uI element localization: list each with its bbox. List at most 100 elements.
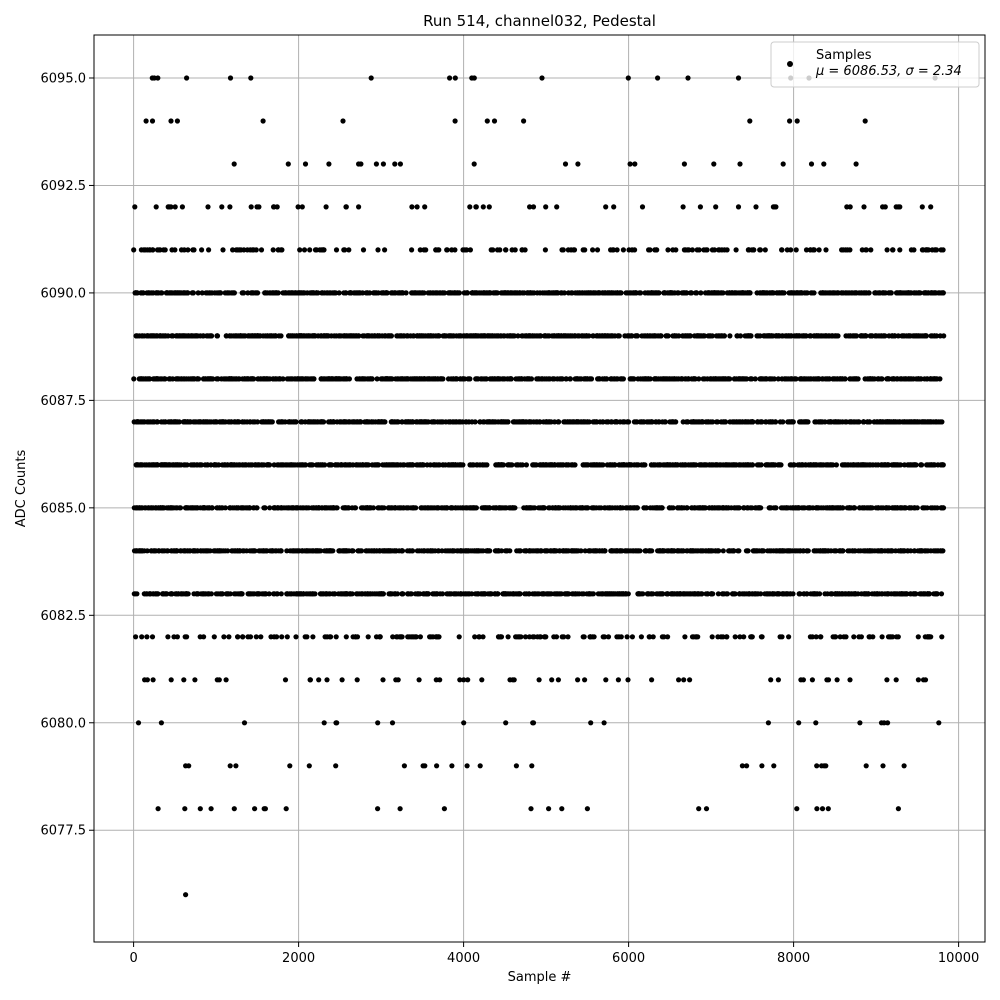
scatter-point — [684, 505, 690, 511]
scatter-point — [265, 333, 271, 339]
scatter-point — [196, 376, 202, 382]
scatter-point — [290, 462, 296, 468]
scatter-point — [792, 376, 798, 382]
scatter-point — [864, 591, 870, 597]
scatter-point — [730, 548, 737, 554]
scatter-point — [902, 505, 908, 511]
scatter-point — [360, 462, 366, 468]
scatter-point — [631, 548, 637, 554]
scatter-point — [459, 419, 466, 425]
scatter-point — [295, 505, 301, 511]
scatter-point — [567, 376, 573, 382]
scatter-point — [170, 333, 176, 339]
scatter-point — [505, 419, 511, 425]
scatter-point — [517, 462, 524, 468]
scatter-point — [811, 290, 817, 296]
scatter-point — [319, 591, 325, 597]
scatter-point — [918, 462, 924, 468]
scatter-point — [450, 419, 456, 425]
scatter-point — [861, 419, 867, 425]
scatter-point — [730, 462, 736, 468]
scatter-point — [800, 462, 806, 468]
scatter-point — [732, 505, 738, 511]
scatter-point — [536, 591, 542, 597]
scatter-point — [359, 376, 366, 382]
scatter-point — [592, 419, 598, 425]
scatter-point — [247, 419, 253, 425]
scatter-point — [861, 505, 867, 511]
scatter-point — [914, 333, 920, 339]
scatter-point — [848, 462, 854, 468]
scatter-point — [176, 333, 182, 339]
scatter-point — [547, 376, 553, 382]
scatter-point — [535, 548, 542, 554]
scatter-point — [382, 333, 388, 339]
scatter-point — [252, 419, 258, 425]
scatter-point — [168, 419, 174, 425]
scatter-point — [238, 591, 244, 597]
scatter-point — [917, 548, 923, 554]
scatter-point — [755, 333, 761, 339]
scatter-point — [262, 505, 268, 511]
scatter-point — [522, 591, 528, 597]
scatter-point — [618, 548, 624, 554]
scatter-point — [521, 548, 528, 554]
scatter-point — [182, 419, 188, 425]
scatter-point — [656, 419, 662, 425]
scatter-point — [394, 591, 401, 597]
scatter-point — [214, 333, 220, 339]
scatter-point — [222, 376, 228, 382]
scatter-point — [315, 333, 321, 339]
scatter-point — [777, 548, 783, 554]
scatter-point — [201, 591, 207, 597]
scatter-point — [666, 548, 672, 554]
scatter-point — [207, 376, 213, 382]
scatter-point — [474, 462, 480, 468]
scatter-point — [334, 505, 340, 511]
scatter-point — [475, 591, 481, 597]
scatter-point — [735, 548, 741, 554]
scatter-point — [384, 376, 390, 382]
scatter-point — [323, 591, 329, 597]
scatter-point — [595, 376, 601, 382]
scatter-point — [550, 505, 556, 511]
scatter-point — [573, 505, 579, 511]
scatter-point — [556, 548, 563, 554]
scatter-point — [237, 462, 243, 468]
scatter-point — [501, 591, 507, 597]
scatter-point — [153, 376, 160, 382]
scatter-point — [499, 462, 506, 468]
scatter-point — [166, 462, 173, 468]
scatter-point — [394, 419, 400, 425]
scatter-point — [405, 419, 411, 425]
scatter-point — [291, 333, 297, 339]
scatter-point — [343, 548, 349, 554]
scatter-point — [135, 548, 141, 554]
scatter-point — [631, 419, 638, 425]
scatter-point — [330, 376, 336, 382]
scatter-point — [658, 333, 664, 339]
scatter-point — [189, 333, 195, 339]
scatter-point — [350, 419, 356, 425]
scatter-point — [389, 376, 395, 382]
scatter-point — [290, 419, 297, 425]
scatter-point — [330, 419, 336, 425]
scatter-point — [565, 462, 571, 468]
scatter-point — [769, 419, 775, 425]
scatter-point — [832, 419, 838, 425]
scatter-point — [177, 505, 183, 511]
scatter-point — [846, 505, 853, 511]
scatter-point — [732, 591, 738, 597]
scatter-point — [644, 591, 651, 597]
scatter-point — [542, 548, 548, 554]
scatter-point — [684, 333, 690, 339]
scatter-point — [804, 548, 810, 554]
scatter-point — [854, 333, 860, 339]
scatter-point — [736, 505, 742, 511]
scatter-point — [211, 462, 217, 468]
scatter-point — [189, 505, 195, 511]
scatter-point — [581, 376, 587, 382]
scatter-point — [842, 376, 848, 382]
scatter-point — [715, 591, 722, 597]
